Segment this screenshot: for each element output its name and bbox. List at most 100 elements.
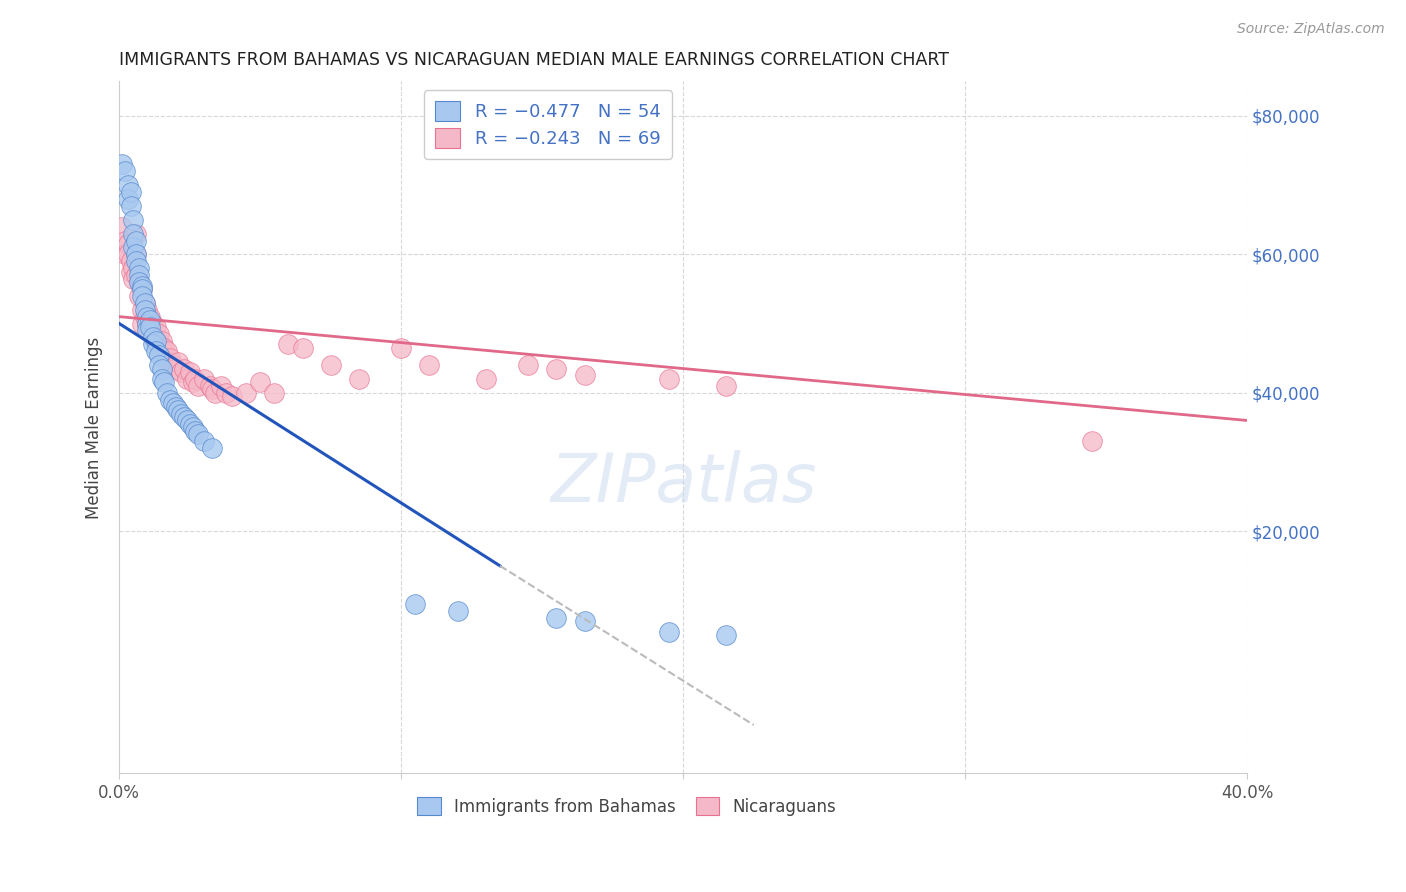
Point (165, 400, 187, 414)
Point (546, 611, 568, 625)
Point (291, 341, 314, 355)
Point (122, 227, 145, 241)
Point (145, 334, 167, 348)
Text: Source: ZipAtlas.com: Source: ZipAtlas.com (1237, 22, 1385, 37)
Point (125, 247, 148, 261)
Legend: Immigrants from Bahamas, Nicaraguans: Immigrants from Bahamas, Nicaraguans (409, 789, 845, 824)
Point (125, 254, 148, 268)
Point (142, 330, 165, 344)
Text: ZIPatlas: ZIPatlas (550, 450, 817, 516)
Point (176, 413, 198, 427)
Point (145, 344, 167, 359)
Point (173, 409, 195, 424)
Point (170, 365, 193, 379)
Point (167, 403, 190, 417)
Point (156, 354, 179, 368)
Point (136, 310, 159, 324)
Point (201, 441, 224, 455)
Point (128, 275, 150, 289)
Point (209, 379, 232, 393)
Point (475, 372, 498, 386)
Point (153, 341, 176, 355)
Point (714, 628, 737, 642)
Point (148, 326, 170, 341)
Point (658, 624, 681, 639)
Point (235, 385, 257, 400)
Point (546, 361, 568, 376)
Point (179, 365, 201, 379)
Point (134, 310, 156, 324)
Point (111, 157, 134, 171)
Point (156, 385, 179, 400)
Point (165, 361, 187, 376)
Point (117, 178, 139, 193)
Point (142, 317, 165, 331)
Point (131, 282, 153, 296)
Point (145, 334, 167, 348)
Text: IMMIGRANTS FROM BAHAMAS VS NICARAGUAN MEDIAN MALE EARNINGS CORRELATION CHART: IMMIGRANTS FROM BAHAMAS VS NICARAGUAN ME… (120, 51, 949, 69)
Point (170, 407, 193, 421)
Point (125, 247, 148, 261)
Point (1081, 434, 1104, 449)
Point (153, 376, 176, 390)
Point (198, 379, 221, 393)
Point (134, 295, 156, 310)
Point (447, 604, 470, 618)
Point (187, 427, 209, 442)
Point (125, 268, 148, 282)
Point (201, 382, 224, 396)
Point (131, 317, 153, 331)
Point (159, 351, 181, 366)
Point (204, 385, 226, 400)
Point (150, 372, 173, 386)
Point (134, 295, 156, 310)
Point (114, 234, 136, 248)
Point (136, 324, 159, 338)
Point (193, 434, 215, 449)
Point (128, 275, 150, 289)
Point (111, 219, 134, 234)
Point (517, 358, 540, 372)
Point (418, 358, 440, 372)
Point (193, 372, 215, 386)
Point (167, 354, 190, 368)
Point (125, 234, 148, 248)
Point (574, 614, 596, 628)
Point (120, 254, 142, 268)
Point (117, 247, 139, 261)
Point (117, 192, 139, 206)
Point (131, 302, 153, 317)
Point (215, 385, 238, 400)
Point (162, 358, 184, 372)
Point (128, 268, 150, 282)
Point (139, 310, 162, 324)
Point (122, 261, 145, 276)
Point (139, 324, 162, 338)
Point (125, 227, 148, 241)
Point (176, 372, 198, 386)
Point (131, 289, 153, 303)
Point (139, 313, 162, 327)
Point (150, 344, 173, 359)
Point (120, 265, 142, 279)
Point (153, 351, 176, 366)
Point (162, 396, 184, 410)
Point (136, 302, 159, 317)
Point (181, 420, 204, 434)
Point (150, 334, 173, 348)
Point (139, 320, 162, 334)
Point (184, 424, 207, 438)
Point (156, 344, 179, 359)
Point (148, 337, 170, 351)
Point (658, 372, 681, 386)
Point (389, 341, 412, 355)
Point (249, 376, 271, 390)
Point (128, 289, 150, 303)
Point (122, 240, 145, 254)
Point (574, 368, 596, 383)
Point (148, 348, 170, 362)
Point (117, 237, 139, 252)
Point (136, 317, 159, 331)
Point (221, 389, 243, 403)
Point (120, 185, 142, 199)
